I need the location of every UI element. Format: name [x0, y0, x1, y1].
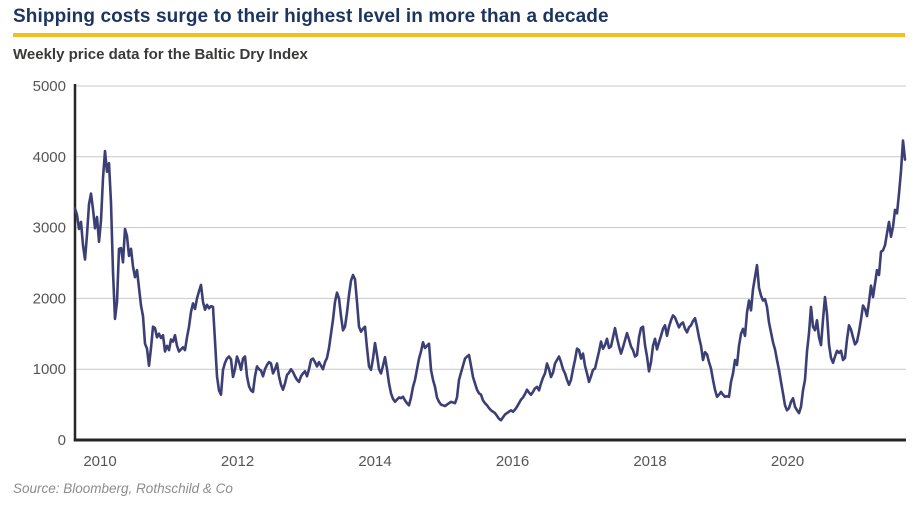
x-tick-label-2010: 2010 — [83, 453, 116, 470]
y-tick-label-0: 0 — [58, 432, 66, 449]
y-tick-label-1000: 1000 — [33, 361, 66, 378]
x-tick-label-2020: 2020 — [771, 453, 804, 470]
x-tick-label-2018: 2018 — [633, 453, 666, 470]
baltic-dry-index-series — [73, 139, 907, 422]
y-tick-label-2000: 2000 — [33, 290, 66, 307]
x-tick-label-2012: 2012 — [221, 453, 254, 470]
x-tick-label-2016: 2016 — [496, 453, 529, 470]
source-note: Source: Bloomberg, Rothschild & Co — [13, 481, 233, 496]
y-tick-label-5000: 5000 — [33, 78, 66, 95]
x-tick-label-2014: 2014 — [358, 453, 391, 470]
y-tick-label-4000: 4000 — [33, 149, 66, 166]
chart-subtitle: Weekly price data for the Baltic Dry Ind… — [13, 46, 308, 63]
page-title: Shipping costs surge to their highest le… — [13, 6, 609, 27]
gold-accent-rule — [13, 33, 905, 37]
y-tick-label-3000: 3000 — [33, 220, 66, 237]
